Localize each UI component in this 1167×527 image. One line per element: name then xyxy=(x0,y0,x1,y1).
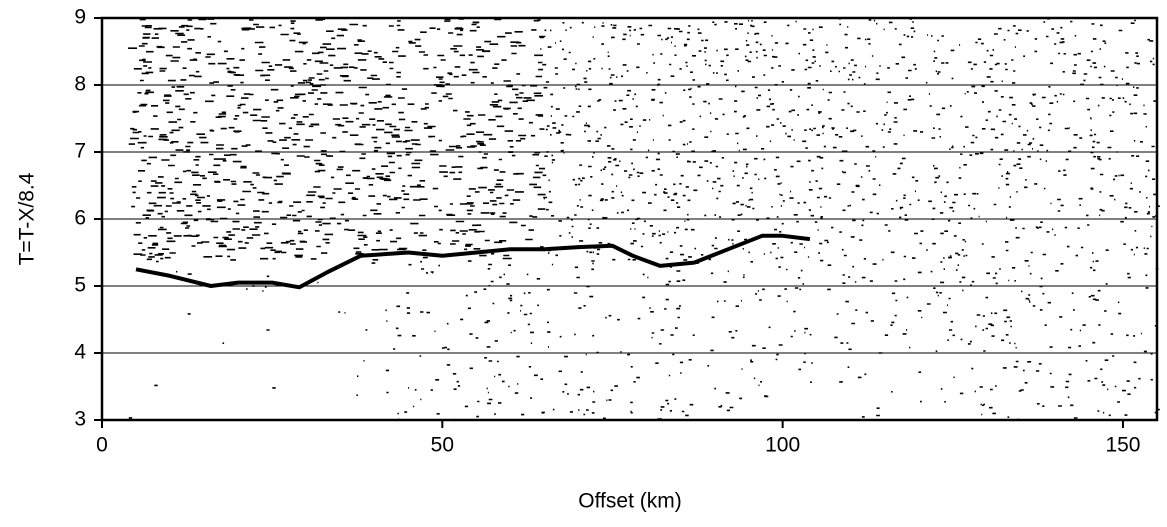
x-axis-label: Offset (km) xyxy=(578,490,681,513)
y-tick-label: 4 xyxy=(74,341,86,364)
x-tick-label: 0 xyxy=(96,434,108,457)
y-tick-label: 8 xyxy=(74,73,86,96)
y-axis-label: T=T-X/8.4 xyxy=(16,172,39,265)
y-tick-label: 7 xyxy=(74,140,86,163)
y-tick-label: 3 xyxy=(74,408,86,431)
seismic-texture xyxy=(128,18,1160,422)
y-tick-label: 6 xyxy=(74,207,86,230)
y-tick-label: 9 xyxy=(74,6,86,29)
x-tick-label: 150 xyxy=(1105,434,1140,457)
x-tick-label: 50 xyxy=(431,434,454,457)
y-tick-label: 5 xyxy=(74,274,86,297)
seismic-dots xyxy=(128,18,1160,422)
x-tick-label: 100 xyxy=(765,434,800,457)
arrival-line xyxy=(135,233,811,290)
plot-frame xyxy=(100,16,1159,422)
